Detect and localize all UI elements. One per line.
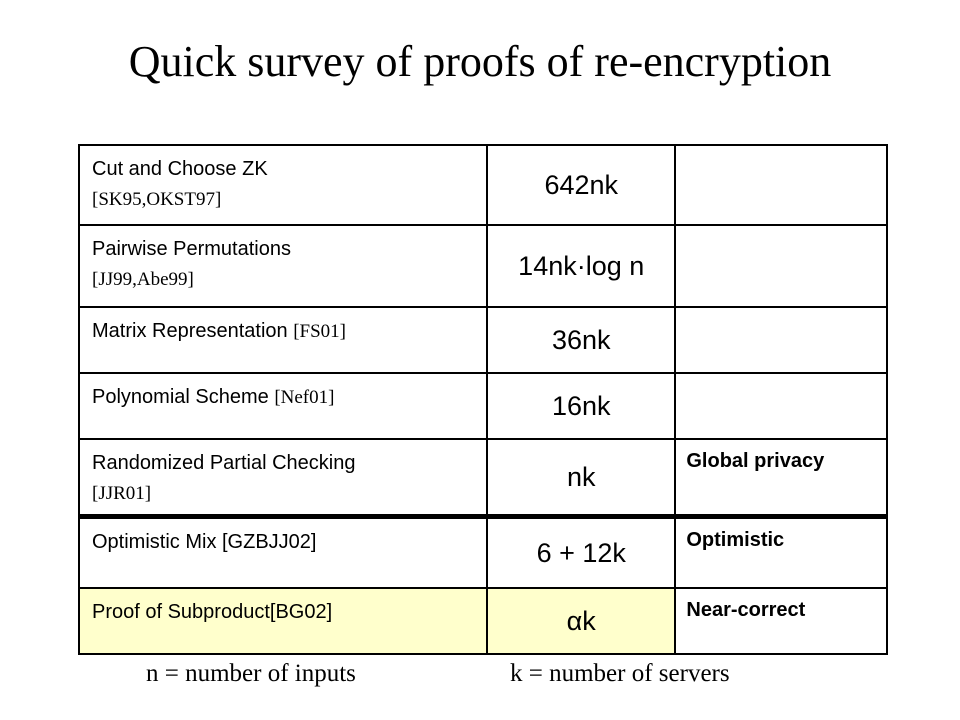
note-cell: Near-correct: [674, 587, 888, 655]
note-cell: [674, 306, 888, 374]
scheme-cell: Optimistic Mix [GZBJJ02]: [77, 515, 489, 589]
scheme-cell: Pairwise Permutations [JJ99,Abe99]: [77, 224, 489, 308]
footer-n-definition: n = number of inputs: [146, 660, 356, 687]
scheme-cell: Proof of Subproduct[BG02]: [77, 587, 489, 655]
scheme-name: Polynomial Scheme: [92, 386, 269, 408]
table-row: Randomized Partial Checking [JJR01] nk G…: [77, 438, 888, 519]
scheme-name: Cut and Choose ZK: [92, 158, 268, 180]
scheme-cell: Cut and Choose ZK [SK95,OKST97]: [77, 144, 489, 226]
table-row: Optimistic Mix [GZBJJ02] 6 + 12k Optimis…: [77, 515, 888, 589]
scheme-citation: [SK95,OKST97]: [92, 189, 222, 210]
cost-cell: αk: [486, 587, 677, 655]
table-row-highlighted: Proof of Subproduct[BG02] αk Near-correc…: [77, 587, 888, 655]
scheme-cell: Randomized Partial Checking [JJR01]: [77, 438, 489, 519]
footer-k-definition: k = number of servers: [510, 660, 730, 687]
scheme-citation: [Nef01]: [274, 387, 335, 408]
table-row: Matrix Representation [FS01] 36nk: [77, 306, 888, 374]
scheme-name: Matrix Representation: [92, 320, 288, 342]
table-row: Polynomial Scheme [Nef01] 16nk: [77, 372, 888, 440]
cost-cell: 16nk: [486, 372, 677, 440]
cost-cell: 642nk: [486, 144, 677, 226]
scheme-name: Pairwise Permutations: [92, 238, 291, 260]
scheme-cell: Polynomial Scheme [Nef01]: [77, 372, 489, 440]
scheme-name: Optimistic Mix [GZBJJ02]: [92, 531, 317, 553]
note-cell: [674, 372, 888, 440]
slide-title: Quick survey of proofs of re-encryption: [128, 37, 832, 86]
survey-table: Cut and Choose ZK [SK95,OKST97] 642nk Pa…: [77, 144, 888, 655]
cost-cell: nk: [486, 438, 677, 519]
note-cell: Global privacy: [674, 438, 888, 519]
cost-cell: 36nk: [486, 306, 677, 374]
table-row: Cut and Choose ZK [SK95,OKST97] 642nk: [77, 144, 888, 226]
scheme-citation: [FS01]: [293, 321, 347, 342]
scheme-name: Proof of Subproduct[BG02]: [92, 601, 333, 623]
scheme-cell: Matrix Representation [FS01]: [77, 306, 489, 374]
cost-cell: 14nk·log n: [486, 224, 677, 308]
note-cell: [674, 224, 888, 308]
scheme-citation: [JJ99,Abe99]: [92, 269, 194, 290]
scheme-citation: [JJR01]: [92, 483, 152, 504]
table-row: Pairwise Permutations [JJ99,Abe99] 14nk·…: [77, 224, 888, 308]
cost-cell: 6 + 12k: [486, 515, 677, 589]
note-cell: [674, 144, 888, 226]
note-cell: Optimistic: [674, 515, 888, 589]
scheme-name: Randomized Partial Checking: [92, 452, 356, 474]
